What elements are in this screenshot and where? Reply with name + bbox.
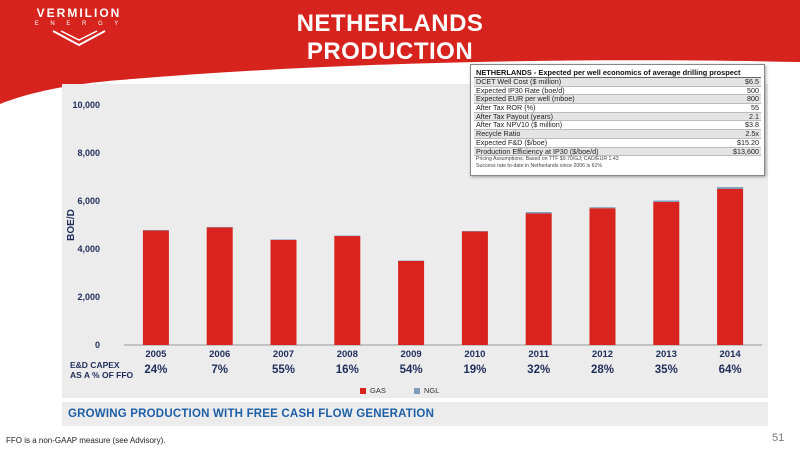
table-row-value: $15.20	[737, 137, 759, 147]
table-row: Expected F&D ($/boe) $15.20	[474, 137, 761, 148]
page-title: NETHERLANDS PRODUCTION	[296, 10, 484, 65]
bar-gas-2014	[717, 189, 744, 345]
bar-gas-2013	[653, 201, 680, 345]
table-row: DCET Well Cost ($ million) $6.5	[474, 77, 761, 87]
legend-ngl: NGL	[414, 386, 439, 395]
bar-ngl-2013	[653, 200, 680, 202]
bar-gas-2012	[589, 208, 616, 345]
table-note-success: Success rate to-date in Netherlands sinc…	[476, 162, 603, 169]
well-economics-table: NETHERLANDS - Expected per well economic…	[470, 64, 765, 176]
legend-gas-label: GAS	[370, 386, 386, 395]
capex-label: E&D CAPEX AS A % OF FFO	[70, 360, 133, 380]
table-row-label: After Tax NPV10 ($ million)	[476, 120, 563, 130]
table-row-label: Expected EUR per well (mboe)	[476, 94, 575, 104]
table-row: After Tax Payout (years) 2.1	[474, 111, 761, 122]
capex-value: 28%	[590, 364, 615, 376]
table-row-value: 500	[747, 85, 759, 95]
x-tick-label: 2013	[656, 349, 677, 360]
capex-value: 35%	[654, 364, 678, 376]
capex-value: 64%	[718, 364, 742, 376]
table-row: Production Efficiency at IP30 ($/boe/d) $…	[474, 146, 761, 157]
y-tick-label: 8,000	[77, 148, 100, 158]
table-row-label: DCET Well Cost ($ million)	[476, 77, 562, 86]
table-row: Expected IP30 Rate (boe/d) 500	[474, 85, 761, 96]
x-tick-label: 2010	[464, 349, 485, 360]
y-tick-label: 2,000	[77, 292, 100, 302]
y-tick-label: 0	[95, 340, 100, 350]
table-row-label: Recycle Ratio	[476, 129, 521, 139]
table-row: Recycle Ratio 2.5x	[474, 129, 761, 139]
page-number: 51	[772, 432, 785, 444]
bar-gas-2007	[270, 239, 297, 345]
table-note-pricing: Pricing Assumptions: Based on TTF $9.70/…	[476, 156, 619, 163]
gas-swatch	[360, 387, 366, 394]
x-tick-label: 2014	[720, 349, 742, 360]
y-axis-label: BOE/D	[66, 209, 77, 241]
bar-gas-2008	[334, 236, 361, 345]
capex-value: 32%	[527, 364, 551, 376]
bar-ngl-2011	[525, 212, 552, 214]
bar-gas-2010	[461, 231, 488, 345]
bar-gas-2011	[525, 213, 552, 345]
capex-value: 7%	[211, 364, 228, 376]
logo-wordmark: VERMILION	[36, 6, 122, 20]
x-tick-label: 2005	[145, 349, 167, 360]
table-row-value: $3.8	[745, 120, 759, 130]
table-row-label: After Tax Payout (years)	[476, 111, 553, 121]
y-tick-label: 4,000	[77, 244, 100, 254]
table-row-value: 2.1	[749, 111, 759, 121]
table-row: After Tax ROR (%) 55	[474, 103, 761, 113]
y-tick-label: 10,000	[72, 100, 100, 110]
legend-gas: GAS	[360, 386, 386, 395]
table-row: After Tax NPV10 ($ million) $3.8	[474, 120, 761, 131]
x-tick-label: 2009	[401, 349, 422, 360]
logo-subtitle: E N E R G Y	[34, 21, 124, 27]
capex-value: 16%	[335, 364, 359, 376]
table-row-label: Expected F&D ($/boe)	[476, 137, 548, 147]
table-row-value: $6.5	[745, 77, 759, 86]
capex-value: 55%	[271, 364, 296, 376]
legend-ngl-label: NGL	[424, 386, 440, 395]
tagline-band	[62, 402, 768, 426]
table-row-label: Production Efficiency at IP30 ($/boe/d)	[476, 146, 599, 156]
table-title: NETHERLANDS - Expected per well economic…	[474, 67, 761, 78]
table-rows: DCET Well Cost ($ million) $6.5 Expected I…	[474, 77, 761, 157]
production-bar-chart: 0 2,000 4,000 6,000 8,000 10,000 BOE/D 2005 2006…	[66, 100, 762, 360]
capex-value: 24%	[144, 364, 168, 376]
x-tick-label: 2011	[528, 349, 549, 360]
footnote: FFO is a non-GAAP measure (see Advisory)…	[6, 436, 166, 445]
table-row-label: Expected IP30 Rate (boe/d)	[476, 85, 565, 95]
bar-gas-2005	[142, 230, 169, 345]
table-row-label: After Tax ROR (%)	[476, 103, 536, 113]
table-row-value: $13,600	[733, 146, 759, 156]
bar-ngl-2014	[717, 187, 744, 189]
bar-gas-2009	[398, 261, 425, 345]
table-row-value: 2.5x	[745, 129, 759, 139]
capex-value: 19%	[463, 364, 487, 376]
chevron-logo-icon	[52, 30, 106, 47]
vermilion-logo: VERMILION E N E R G Y	[14, 6, 144, 52]
table-row-value: 55	[751, 103, 759, 113]
table-row-value: 800	[747, 94, 759, 104]
capex-value: 54%	[399, 364, 423, 376]
x-tick-label: 2008	[337, 349, 358, 360]
title-banner	[0, 0, 800, 52]
ngl-swatch	[414, 387, 420, 394]
x-tick-label: 2007	[273, 349, 294, 360]
x-tick-label: 2006	[209, 349, 230, 360]
bar-gas-2006	[206, 227, 233, 345]
capex-label-line1: E&D CAPEX	[70, 360, 120, 370]
bar-ngl-2012	[589, 207, 616, 209]
x-tick-label: 2012	[592, 349, 613, 360]
table-row: Expected EUR per well (mboe) 800	[474, 94, 761, 105]
capex-label-line2: AS A % OF FFO	[70, 370, 134, 380]
y-tick-label: 6,000	[77, 196, 100, 206]
tagline: GROWING PRODUCTION WITH FREE CASH FLOW G…	[68, 408, 435, 420]
